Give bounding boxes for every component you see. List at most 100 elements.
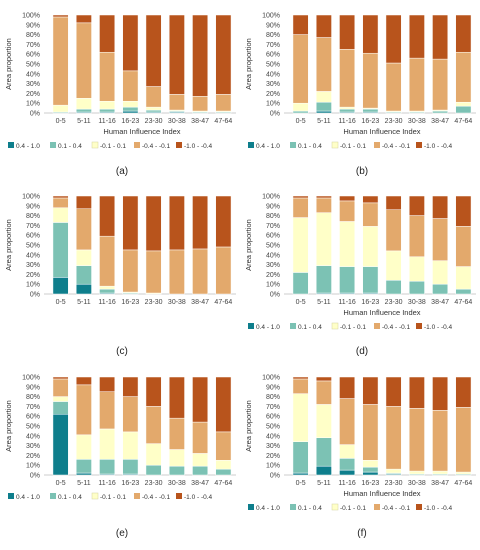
- bar-segment: [168, 449, 185, 467]
- legend-swatch: [50, 142, 56, 148]
- y-tick-label: 70%: [266, 223, 280, 230]
- y-tick-label: 20%: [266, 453, 280, 460]
- legend-swatch: [91, 492, 99, 500]
- bar-segment: [339, 108, 356, 113]
- legend-swatch: [374, 323, 380, 329]
- bar-segment: [52, 413, 69, 476]
- bar-segment: [122, 396, 139, 433]
- x-tick-label: 5-11: [77, 118, 91, 125]
- y-tick-label: 100%: [22, 13, 40, 20]
- bar-segment: [215, 460, 232, 470]
- y-tick-label: 70%: [26, 42, 40, 49]
- legend-label: -0.1 - 0.1: [100, 494, 126, 501]
- x-tick-label: 38-47: [431, 299, 449, 306]
- bar-segment: [315, 91, 332, 103]
- y-tick-label: 30%: [266, 81, 280, 88]
- legend-label: 0.4 - 1.0: [256, 143, 280, 150]
- bar-segment: [75, 14, 92, 24]
- bar-segment: [385, 280, 402, 295]
- x-tick-label: 30-38: [168, 480, 186, 487]
- bar-segment: [99, 195, 116, 237]
- legend-label: -0.4 - -0.1: [142, 143, 171, 150]
- bar-segment: [75, 98, 92, 110]
- y-tick-label: 20%: [26, 272, 40, 279]
- y-tick-label: 20%: [26, 453, 40, 460]
- y-axis-label: Area proportion: [4, 38, 13, 90]
- bar-segment: [215, 246, 232, 295]
- bar-segment: [52, 376, 69, 380]
- bar-segment: [455, 266, 472, 290]
- x-tick-label: 11-16: [98, 480, 115, 487]
- bar-segment: [292, 102, 309, 112]
- y-tick-label: 60%: [26, 414, 40, 421]
- legend-label: -0.4 - -0.1: [382, 143, 411, 150]
- bar-segment: [362, 471, 379, 476]
- x-tick-label: 16-23: [361, 118, 379, 125]
- bar-segment: [339, 398, 356, 445]
- x-tick-label: 30-38: [168, 299, 186, 306]
- bar-segment: [362, 52, 379, 109]
- y-tick-label: 60%: [26, 52, 40, 59]
- legend-swatch: [134, 493, 140, 499]
- bar-segment: [408, 408, 425, 472]
- legend-swatch: [290, 504, 296, 510]
- y-tick-label: 0%: [270, 473, 280, 480]
- bar-segment: [432, 376, 449, 411]
- y-tick-label: 50%: [26, 62, 40, 69]
- legend-swatch: [8, 493, 14, 499]
- x-tick-label: 5-11: [317, 480, 331, 487]
- x-tick-label: 11-16: [98, 118, 115, 125]
- legend-swatch: [331, 503, 339, 511]
- bar-segment: [99, 288, 116, 294]
- bar-segment: [145, 464, 162, 476]
- legend-label: -0.4 - -0.1: [382, 505, 411, 512]
- x-tick-label: 11-16: [338, 480, 355, 487]
- bar-segment: [339, 200, 356, 222]
- bar-segment: [315, 265, 332, 294]
- chart-panel-a: Area proportion 0% 10% 20% 30% 40% 50% 60% 70% 80…: [4, 13, 236, 177]
- y-tick-label: 0%: [30, 111, 40, 118]
- x-tick-label: 11-16: [98, 299, 115, 306]
- y-tick-label: 0%: [30, 473, 40, 480]
- bar-segment: [455, 51, 472, 103]
- bar-segment: [75, 208, 92, 251]
- bar-segment: [192, 248, 209, 295]
- bar-segment: [145, 406, 162, 444]
- legend-swatch: [290, 142, 296, 148]
- bar-segment: [315, 37, 332, 92]
- bar-segment: [432, 283, 449, 295]
- legend-swatch: [8, 142, 14, 148]
- panel-label: (e): [116, 528, 128, 539]
- y-tick-label: 40%: [266, 252, 280, 259]
- bar-segment: [432, 58, 449, 111]
- bar-segment: [362, 14, 379, 54]
- x-tick-label: 30-38: [408, 299, 426, 306]
- x-tick-label: 38-47: [191, 118, 209, 125]
- bar-segment: [192, 96, 209, 112]
- y-tick-label: 90%: [266, 384, 280, 391]
- legend-swatch: [374, 504, 380, 510]
- bar-segment: [122, 100, 139, 108]
- x-tick-label: 23-30: [145, 299, 163, 306]
- chart-panel-d: Area proportion 0% 10% 20% 30% 40% 50% 60% 70% 80…: [244, 194, 476, 357]
- x-tick-label: 47-64: [454, 299, 472, 306]
- panel-label: (c): [116, 346, 128, 357]
- y-axis-label: Area proportion: [4, 400, 13, 452]
- bar-segment: [408, 14, 425, 59]
- bar-segment: [292, 272, 309, 295]
- x-tick-label: 47-64: [454, 480, 472, 487]
- bar-segment: [215, 468, 232, 476]
- bar-segment: [455, 376, 472, 408]
- bar-segment: [52, 378, 69, 397]
- legend-label: 0.4 - 1.0: [256, 505, 280, 512]
- y-tick-label: 40%: [266, 71, 280, 78]
- x-tick-label: 47-64: [454, 118, 472, 125]
- bar-segment: [432, 14, 449, 60]
- y-tick-label: 30%: [26, 81, 40, 88]
- x-tick-label: 16-23: [361, 480, 379, 487]
- legend-swatch: [290, 323, 296, 329]
- bar-segment: [75, 384, 92, 436]
- bar-segment: [192, 14, 209, 97]
- panel-label: (f): [357, 528, 366, 539]
- legend-swatch: [374, 142, 380, 148]
